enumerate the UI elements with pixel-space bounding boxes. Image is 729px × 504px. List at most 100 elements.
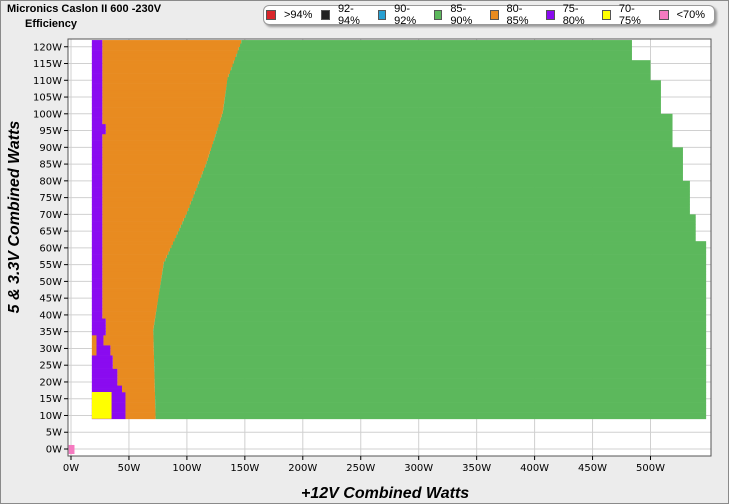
efficiency-cell-75-80 <box>91 154 103 158</box>
y-tick-label: 55W <box>39 260 62 271</box>
efficiency-cell-85-90 <box>190 200 690 205</box>
efficiency-cell-80-85 <box>112 361 155 366</box>
efficiency-cell-75-80 <box>91 200 103 205</box>
efficiency-cell-80-85 <box>102 83 227 88</box>
efficiency-cell-80-85 <box>102 234 177 239</box>
efficiency-cell-85-90 <box>155 398 707 403</box>
efficiency-cell-75-80 <box>91 56 103 61</box>
y-tick-label: 70W <box>39 210 62 221</box>
efficiency-cell-80-85 <box>102 284 161 289</box>
efficiency-cell-75-80 <box>91 358 113 363</box>
efficiency-cell-75-80 <box>91 117 103 121</box>
efficiency-cell-85-90 <box>209 150 683 155</box>
y-tick-label: 100W <box>33 109 62 120</box>
efficiency-cell-75-80 <box>91 385 122 389</box>
efficiency-cell-80-85 <box>102 103 224 108</box>
efficiency-cell-80-85 <box>102 120 220 125</box>
efficiency-cell-85-90 <box>186 211 690 215</box>
efficiency-cell-85-90 <box>153 348 707 353</box>
efficiency-cell-80-85 <box>102 271 163 275</box>
efficiency-cell-85-90 <box>203 167 683 172</box>
efficiency-cell-85-90 <box>221 113 673 118</box>
efficiency-cell-75-80 <box>91 331 106 336</box>
efficiency-cell-80-85 <box>103 335 154 339</box>
efficiency-cell-85-90 <box>171 244 707 249</box>
efficiency-cell-85-90 <box>156 308 707 312</box>
efficiency-cell-75-80 <box>91 53 103 58</box>
efficiency-cell-85-90 <box>210 147 683 151</box>
efficiency-cell-85-90 <box>161 278 707 282</box>
x-tick-label: 300W <box>404 463 433 474</box>
efficiency-cell-80-85 <box>110 345 154 349</box>
efficiency-cell-75-80 <box>91 314 103 319</box>
efficiency-cell-75-80 <box>96 351 111 356</box>
efficiency-cell-75-80 <box>91 278 103 282</box>
efficiency-cell-80-85 <box>105 331 154 336</box>
efficiency-cell-85-90 <box>153 338 707 343</box>
efficiency-cell-75-80 <box>91 231 103 235</box>
efficiency-cell-80-85 <box>102 264 164 269</box>
efficiency-cell-85-90 <box>200 177 683 182</box>
efficiency-cell-85-90 <box>163 264 707 269</box>
efficiency-cell-85-90 <box>154 368 707 373</box>
efficiency-cell-85-90 <box>229 70 651 74</box>
efficiency-cell-75-80 <box>91 328 106 332</box>
efficiency-cell-80-85 <box>102 261 164 265</box>
efficiency-cell-85-90 <box>198 180 690 185</box>
efficiency-cell-80-85 <box>102 207 189 212</box>
efficiency-cell-80-85 <box>91 338 97 343</box>
efficiency-cell-85-90 <box>234 56 632 61</box>
y-tick-label: 105W <box>33 93 62 104</box>
efficiency-cell-80-85 <box>102 154 209 158</box>
efficiency-cell-75-80 <box>91 298 103 302</box>
efficiency-cell-80-85 <box>102 177 201 182</box>
efficiency-cell-85-90 <box>233 60 651 64</box>
efficiency-cell-85-90 <box>160 281 707 286</box>
chart-title: Micronics Caslon II 600 -230V <box>7 3 162 15</box>
efficiency-cell-85-90 <box>226 83 661 88</box>
efficiency-cell-85-90 <box>154 388 707 393</box>
efficiency-cell-80-85 <box>102 97 225 101</box>
legend-item-70-75: 70-75% <box>602 3 649 27</box>
y-tick-label: 60W <box>39 243 62 254</box>
efficiency-cell-85-90 <box>153 335 707 339</box>
efficiency-cell-85-90 <box>217 127 673 131</box>
efficiency-cell-80-85 <box>117 371 155 376</box>
efficiency-cell-75-80 <box>91 257 103 262</box>
efficiency-cell-85-90 <box>168 251 707 255</box>
y-tick-label: 20W <box>39 377 62 388</box>
efficiency-cell-85-90 <box>155 311 707 316</box>
efficiency-cell-80-85 <box>102 66 232 71</box>
efficiency-cell-80-85 <box>105 328 154 332</box>
efficiency-cell-85-90 <box>154 365 707 369</box>
efficiency-cell-85-90 <box>182 221 696 225</box>
efficiency-cell-75-80 <box>96 345 111 349</box>
efficiency-cell-75-80 <box>91 207 103 212</box>
legend-label: 90-92% <box>394 3 417 27</box>
efficiency-cell-75-80 <box>91 130 106 135</box>
y-tick-label: 110W <box>33 76 62 87</box>
efficiency-cell-85-90 <box>227 80 661 84</box>
efficiency-cell-80-85 <box>102 184 198 188</box>
efficiency-cell-80-85 <box>102 53 237 58</box>
efficiency-cell-85-90 <box>227 76 651 81</box>
efficiency-cell-80-85 <box>102 50 238 54</box>
efficiency-cell-80-85 <box>102 147 211 151</box>
efficiency-cell-80-85 <box>102 241 173 245</box>
efficiency-cell-85-90 <box>159 291 707 296</box>
efficiency-cell-85-90 <box>153 351 707 356</box>
efficiency-cell-85-90 <box>159 288 707 292</box>
legend-swatch <box>602 10 611 20</box>
legend-item-lt70: <70% <box>658 9 705 21</box>
efficiency-cell-85-90 <box>154 318 707 322</box>
efficiency-cell-80-85 <box>112 365 155 369</box>
efficiency-cell-85-90 <box>220 117 673 121</box>
efficiency-cell-80-85 <box>117 378 155 383</box>
efficiency-cell-85-90 <box>207 157 683 162</box>
efficiency-cell-80-85 <box>125 395 156 400</box>
efficiency-cell-85-90 <box>153 331 707 336</box>
efficiency-cell-80-85 <box>102 227 180 232</box>
legend-swatch <box>433 10 443 20</box>
efficiency-cell-80-85 <box>102 43 241 48</box>
efficiency-cell-85-90 <box>238 46 632 51</box>
